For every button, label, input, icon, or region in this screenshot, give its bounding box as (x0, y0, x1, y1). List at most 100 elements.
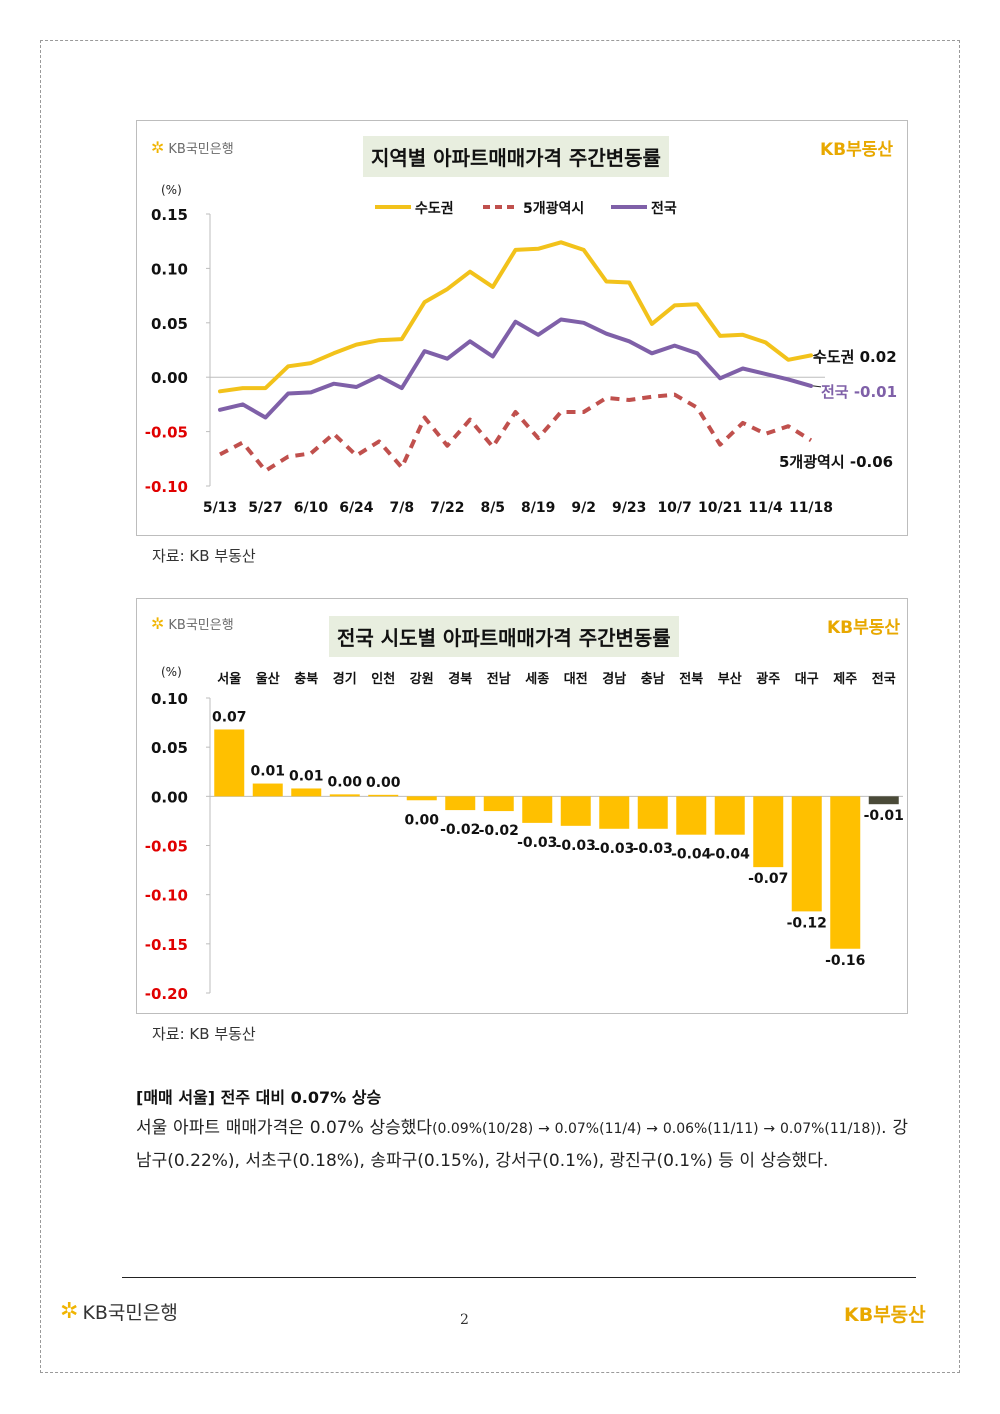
series-line-5개광역시 (219, 392, 813, 473)
bar-부산 (714, 796, 745, 835)
kb-star-icon: ✲ (151, 138, 165, 157)
chart-title: 지역별 아파트매매가격 주간변동률 (363, 136, 669, 177)
x-tick-label: 6/10 (294, 500, 329, 516)
x-tick-label: 7/22 (430, 500, 464, 516)
data-label: -0.12 (787, 915, 827, 931)
kb-land-logo: KB부동산 (827, 618, 901, 638)
category-label: 전국 (872, 671, 896, 687)
x-tick-label: 5/27 (248, 500, 282, 516)
category-label: 광주 (756, 672, 780, 687)
bar-chart: (%) 0.10 0.05 0.00 -0.05 -0.10 -0.15 -0.20 서울 0.0… (145, 665, 904, 1003)
category-label: 경북 (448, 671, 472, 687)
x-tick-label: 11/4 (748, 500, 783, 516)
x-tick-label: 5/13 (203, 500, 237, 516)
x-tick-label: 8/19 (521, 500, 555, 516)
end-label-national: 전국 -0.01 (821, 383, 897, 401)
x-tick-label: 7/8 (390, 500, 415, 516)
x-tick-label: 8/5 (480, 500, 505, 516)
y-tick-label: 0.10 (151, 260, 188, 278)
y-tick-label: -0.10 (145, 887, 188, 905)
data-label: -0.16 (825, 953, 865, 969)
bar-충북 (291, 788, 322, 797)
bar-전국 (868, 796, 899, 805)
bar-경기 (329, 794, 360, 797)
footer-bank-logo: ✲ KB국민은행 (60, 1299, 178, 1324)
category-label: 강원 (410, 671, 434, 687)
bar-울산 (252, 783, 283, 797)
y-tick-label: 0.05 (151, 315, 188, 333)
bar-경남 (599, 796, 630, 829)
category-label: 울산 (256, 671, 280, 687)
bar-경북 (445, 796, 476, 811)
section-heading: [매매 서울] 전주 대비 0.07% 상승 (136, 1088, 382, 1107)
bar-대구 (791, 796, 822, 912)
category-label: 경남 (602, 671, 626, 687)
end-label-sudogwon: 수도권 0.02 (813, 348, 897, 366)
footer-land-logo: KB부동산 (844, 1304, 926, 1326)
category-label: 대구 (795, 672, 819, 687)
bar-인천 (368, 794, 399, 797)
legend-label: 5개광역시 (523, 200, 584, 217)
bar-전남 (483, 796, 514, 812)
y-unit-label: (%) (161, 665, 182, 679)
body-paragraph: 서울 아파트 매매가격은 0.07% 상승했다(0.09%(10/28) → 0… (136, 1118, 908, 1171)
bar-전북 (676, 796, 707, 835)
y-tick-label: 0.05 (151, 739, 188, 757)
category-label: 인천 (371, 671, 395, 687)
data-label: -0.03 (633, 841, 673, 857)
y-tick-label: -0.10 (145, 478, 188, 496)
series-line-전국 (218, 317, 813, 420)
x-tick-label: 11/18 (789, 500, 833, 516)
data-label: -0.01 (864, 808, 904, 824)
end-label-metro: 5개광역시 -0.06 (779, 453, 893, 471)
line-chart-panel: ✲ KB국민은행 지역별 아파트매매가격 주간변동률 KB부동산 (%) 0.15… (136, 120, 908, 536)
data-label: 0.01 (250, 764, 285, 780)
legend-label: 수도권 (415, 201, 454, 217)
category-label: 부산 (718, 671, 742, 687)
category-label: 전남 (487, 671, 511, 687)
data-label: -0.07 (748, 871, 788, 887)
category-label: 서울 (217, 671, 241, 687)
category-label: 세종 (525, 672, 549, 687)
line-chart: (%) 0.15 0.10 0.05 0.00 -0.05 -0.10 5/13 5/27 6/1… (145, 183, 897, 516)
kb-star-icon: ✲ (151, 614, 165, 633)
x-tick-label: 10/21 (698, 500, 742, 516)
category-label: 제주 (833, 672, 857, 687)
bar-제주 (830, 796, 861, 949)
bar-강원 (406, 796, 437, 801)
bar-광주 (753, 796, 784, 868)
data-label: 0.00 (327, 774, 362, 790)
data-label: 0.01 (289, 768, 324, 784)
data-label: 0.00 (366, 775, 401, 791)
kb-land-logo: KB부동산 (820, 140, 894, 160)
bar-세종 (522, 796, 553, 823)
data-label: 0.00 (404, 812, 439, 828)
category-label: 충남 (641, 671, 665, 687)
x-tick-label: 9/2 (571, 500, 596, 516)
y-tick-label: 0.00 (151, 788, 188, 806)
data-label: -0.03 (517, 835, 557, 851)
bar-대전 (560, 796, 591, 826)
bar-충남 (637, 796, 668, 829)
y-tick-label: 0.15 (151, 206, 188, 224)
data-label: -0.03 (556, 838, 596, 854)
x-tick-label: 9/23 (612, 500, 646, 516)
x-tick-label: 10/7 (657, 500, 691, 516)
y-tick-label: 0.00 (151, 369, 188, 387)
data-label: -0.03 (594, 841, 634, 857)
data-label: -0.04 (671, 847, 712, 863)
page-frame (40, 40, 960, 1373)
category-label: 경기 (333, 671, 357, 687)
y-tick-label: -0.20 (145, 985, 188, 1003)
y-unit-label: (%) (161, 183, 182, 197)
leader-line (812, 354, 822, 358)
series-line-수도권 (218, 240, 813, 394)
y-tick-label: -0.15 (145, 936, 188, 954)
data-label: 0.07 (212, 709, 247, 725)
y-tick-label: -0.05 (145, 424, 188, 442)
y-tick-label: -0.05 (145, 838, 188, 856)
data-label: -0.04 (710, 847, 751, 863)
bar-서울 (214, 729, 245, 797)
category-label: 전북 (679, 671, 703, 687)
data-label: -0.02 (440, 822, 480, 838)
